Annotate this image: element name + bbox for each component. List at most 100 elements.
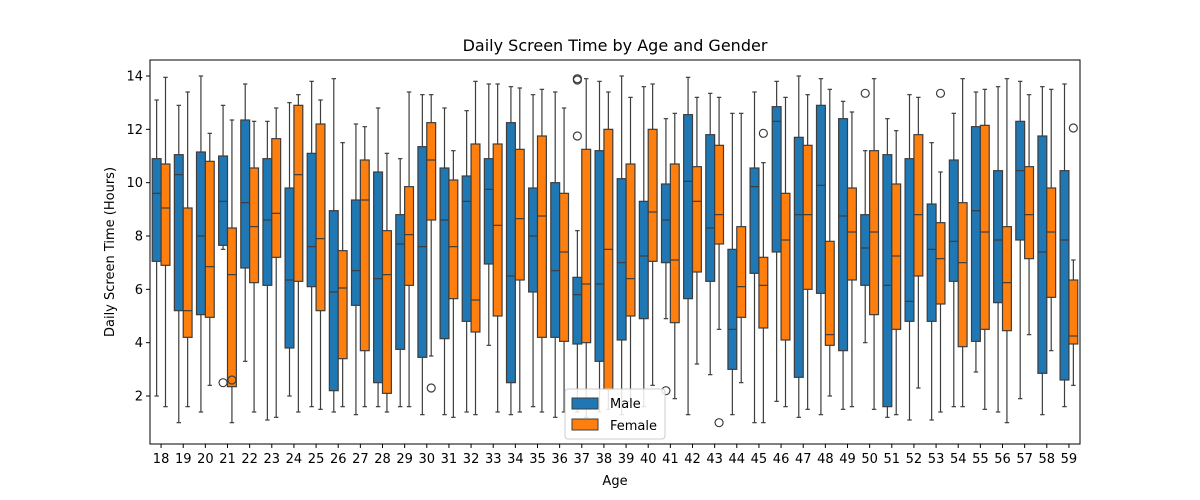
box-female — [226, 119, 237, 424]
x-tick-label: 56 — [994, 452, 1011, 467]
x-tick-label: 20 — [197, 452, 214, 467]
box-iqr — [1001, 226, 1012, 332]
box-male — [151, 99, 162, 397]
box-female — [470, 80, 481, 416]
box-male — [240, 83, 251, 362]
x-tick-label: 28 — [374, 452, 391, 467]
box-iqr — [904, 158, 915, 322]
box-iqr — [572, 276, 583, 345]
x-tick-label: 22 — [241, 452, 258, 467]
box-male — [815, 78, 826, 416]
box-iqr — [1015, 120, 1026, 241]
box-female — [979, 88, 990, 410]
box-iqr — [948, 159, 959, 282]
box-iqr — [727, 248, 738, 370]
box-iqr — [1024, 166, 1035, 260]
box-iqr — [404, 186, 415, 286]
y-tick-label: 14 — [126, 70, 143, 85]
box-female — [204, 132, 215, 386]
outlier-point — [935, 88, 946, 98]
x-axis: 18 19 20 21 22 23 24 25 26 27 28 29 30 31 32 33 34 35 36 37… — [153, 444, 1077, 467]
box-female — [581, 78, 592, 418]
x-tick-label: 18 — [153, 452, 170, 467]
box-iqr — [306, 152, 317, 288]
box-iqr — [771, 106, 782, 253]
y-tick-label: 4 — [135, 336, 143, 351]
box-iqr — [448, 179, 459, 300]
box-iqr — [824, 240, 835, 346]
box-iqr — [284, 187, 295, 349]
box-iqr — [683, 114, 694, 300]
box-male — [838, 100, 849, 410]
x-tick-label: 35 — [529, 452, 546, 467]
box-female — [536, 88, 547, 413]
box-iqr — [151, 158, 162, 262]
box-iqr — [815, 104, 826, 294]
x-tick-label: 26 — [330, 452, 347, 467]
outlier-point — [572, 131, 582, 141]
outlier-point — [1068, 123, 1078, 133]
box-iqr — [802, 144, 813, 290]
x-tick-label: 21 — [219, 452, 236, 467]
box-iqr — [891, 183, 902, 330]
legend: Male Female — [564, 388, 666, 440]
box-iqr — [979, 124, 990, 330]
box-female — [957, 78, 968, 408]
x-tick-label: 52 — [906, 452, 923, 467]
x-tick-label: 44 — [729, 452, 746, 467]
box-male — [373, 107, 384, 408]
box-female — [293, 94, 304, 413]
box-iqr — [218, 155, 229, 246]
box-iqr — [625, 163, 636, 317]
box-female — [359, 126, 370, 408]
x-tick-label: 59 — [1061, 452, 1078, 467]
box-iqr — [1046, 187, 1057, 298]
x-tick-label: 54 — [950, 452, 967, 467]
x-tick-label: 25 — [308, 452, 325, 467]
box-male — [793, 75, 804, 418]
box-iqr — [204, 160, 215, 318]
chart-title: Daily Screen Time by Age and Gender — [463, 36, 768, 55]
x-tick-label: 32 — [463, 452, 480, 467]
box-male — [306, 80, 317, 408]
y-tick-label: 6 — [135, 283, 143, 298]
box-iqr — [262, 158, 273, 286]
box-male — [350, 123, 361, 416]
y-tick-label: 10 — [126, 176, 143, 191]
box-female — [824, 88, 835, 397]
box-iqr — [846, 187, 857, 281]
outlier-point — [218, 378, 228, 388]
x-tick-label: 57 — [1016, 452, 1033, 467]
box-iqr — [536, 135, 547, 338]
box-iqr — [328, 210, 339, 392]
legend-label-male: Male — [610, 397, 641, 412]
box-female — [935, 88, 946, 413]
x-tick-label: 40 — [640, 452, 657, 467]
box-iqr — [926, 203, 937, 322]
box-female — [559, 107, 570, 413]
box-female — [758, 128, 769, 424]
box-iqr — [869, 150, 880, 316]
box-iqr — [1037, 135, 1048, 374]
x-tick-label: 53 — [928, 452, 945, 467]
box-iqr — [1068, 279, 1079, 345]
x-tick-label: 50 — [861, 452, 878, 467]
box-iqr — [691, 166, 702, 273]
box-iqr — [970, 126, 981, 342]
x-tick-label: 43 — [706, 452, 723, 467]
box-iqr — [647, 128, 658, 262]
box-male — [904, 94, 915, 421]
box-male — [395, 158, 406, 408]
legend-swatch-female — [571, 418, 599, 431]
box-female — [1046, 88, 1057, 352]
box-iqr — [758, 256, 769, 329]
box-iqr — [581, 148, 592, 344]
y-axis: 2 4 6 8 10 12 14 — [126, 70, 150, 405]
box-iqr — [913, 134, 924, 277]
box-male — [882, 118, 893, 418]
box-iqr — [714, 144, 725, 245]
box-female — [625, 96, 636, 402]
box-iqr — [293, 104, 304, 282]
box-iqr — [736, 226, 747, 318]
box-iqr — [957, 202, 968, 348]
